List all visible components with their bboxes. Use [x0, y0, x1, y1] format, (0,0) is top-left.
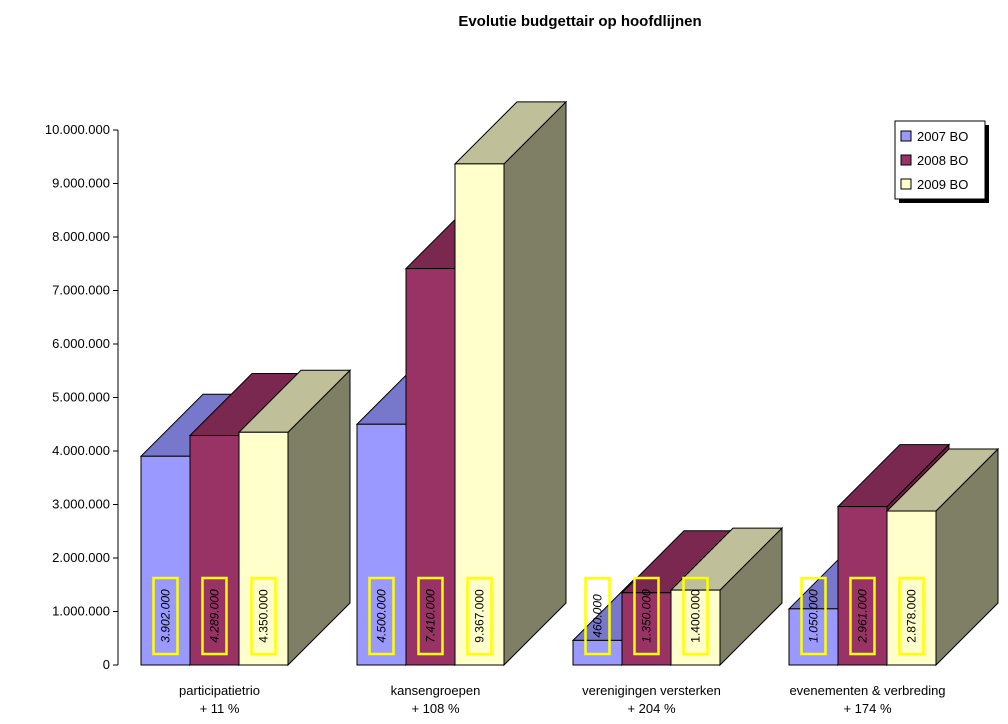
bar	[453, 100, 568, 667]
bar-side	[503, 100, 567, 667]
data-label: 3.902.000	[159, 589, 173, 643]
data-label-box	[849, 576, 876, 656]
data-label: 4.289.000	[208, 589, 222, 643]
data-label: 2.961.000	[856, 589, 870, 644]
data-label: 4.500.000	[375, 589, 389, 643]
data-label: 2.878.000	[905, 589, 919, 643]
y-tick-label: 9.000.000	[52, 176, 110, 191]
y-tick-label: 8.000.000	[52, 229, 110, 244]
bar	[237, 369, 352, 667]
x-axis-categories: participatietrio + 11 % kansengroepen + 108…	[179, 683, 946, 716]
y-tick-label: 3.000.000	[52, 497, 110, 512]
y-tick-label: 5.000.000	[52, 390, 110, 405]
bar	[885, 447, 1000, 667]
data-label: 7.410.000	[424, 589, 438, 643]
data-label: 9.367.000	[473, 589, 487, 643]
bar-front	[886, 510, 937, 666]
data-label-box	[800, 576, 827, 656]
bars	[139, 100, 1000, 667]
y-tick-label: 2.000.000	[52, 550, 110, 565]
legend-label: 2009 BO	[917, 177, 968, 192]
bar-front	[454, 163, 505, 666]
legend-label: 2007 BO	[917, 129, 968, 144]
data-label: 1.400.000	[689, 589, 703, 643]
legend: 2007 BO 2008 BO 2009 BO	[894, 120, 989, 203]
category-growth-label: + 108 %	[411, 701, 460, 716]
legend-swatch	[900, 154, 912, 166]
data-label-box	[898, 576, 925, 656]
data-label: 460.000	[591, 594, 605, 638]
legend-swatch	[900, 130, 912, 142]
y-tick-label: 7.000.000	[52, 283, 110, 298]
data-label-box	[368, 576, 395, 656]
category-label: evenementen & verbreding	[789, 683, 945, 698]
data-label-box	[633, 576, 660, 656]
bar-front	[837, 506, 888, 666]
y-tick-label: 0	[103, 657, 110, 672]
data-label-box	[682, 576, 709, 656]
y-tick-label: 6.000.000	[52, 336, 110, 351]
y-tick-label: 10.000.000	[45, 122, 110, 137]
legend-label: 2008 BO	[917, 153, 968, 168]
category-growth-label: + 204 %	[627, 701, 676, 716]
data-labels: 3.902.000 4.289.000 4.350.000 4.500.000 7.41…	[152, 576, 925, 656]
data-label: 1.050.000	[807, 589, 821, 643]
bar-front	[189, 435, 240, 666]
data-label-box	[152, 576, 179, 656]
bar-front	[788, 608, 839, 666]
category-label: verenigingen versterken	[582, 683, 721, 698]
bar-front	[238, 431, 289, 666]
chart-title: Evolutie budgettair op hoofdlijnen	[458, 13, 701, 30]
bar-front	[670, 589, 721, 666]
data-label-box	[466, 576, 493, 656]
data-label-box	[201, 576, 228, 656]
y-tick-label: 4.000.000	[52, 443, 110, 458]
category-label: participatietrio	[179, 683, 260, 698]
legend-swatch	[900, 178, 912, 190]
category-growth-label: + 174 %	[843, 701, 892, 716]
bar-front	[572, 639, 623, 666]
y-axis: 0 1.000.000 2.000.000 3.000.000 4.000.000 5.0…	[45, 122, 119, 672]
bar-front	[356, 423, 407, 666]
data-label-box	[250, 576, 277, 656]
category-label: kansengroepen	[391, 683, 481, 698]
category-growth-label: + 11 %	[200, 701, 240, 716]
bar	[669, 526, 784, 667]
data-label-box	[417, 576, 444, 656]
data-label-box	[584, 576, 611, 656]
data-label: 4.350.000	[257, 589, 271, 643]
y-tick-label: 1.000.000	[52, 604, 110, 619]
data-label: 1.350.000	[640, 589, 654, 643]
